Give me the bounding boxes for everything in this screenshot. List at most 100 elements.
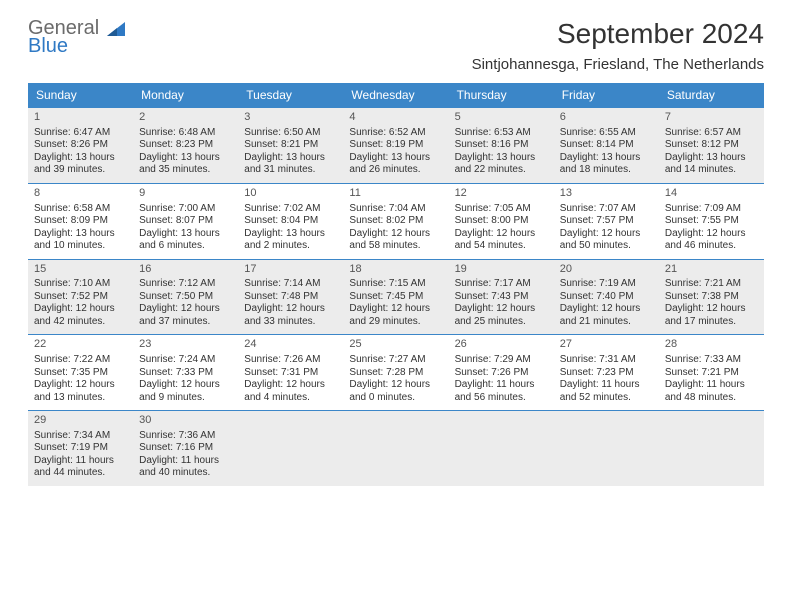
calendar-day-cell [554,411,659,486]
day-number: 22 [34,338,127,352]
sunrise-line: Sunrise: 7:27 AM [349,354,442,367]
sunrise-line: Sunrise: 7:00 AM [139,203,232,216]
sunrise-line: Sunrise: 7:31 AM [560,354,653,367]
calendar-day-cell: 15Sunrise: 7:10 AMSunset: 7:52 PMDayligh… [28,260,133,335]
calendar-week-row: 29Sunrise: 7:34 AMSunset: 7:19 PMDayligh… [28,410,764,486]
day-number: 18 [349,263,442,277]
calendar-week-row: 8Sunrise: 6:58 AMSunset: 8:09 PMDaylight… [28,183,764,259]
day-number: 16 [139,263,232,277]
daylight-line: Daylight: 11 hours and 52 minutes. [560,379,653,404]
day-number: 30 [139,414,232,428]
daylight-line: Daylight: 13 hours and 39 minutes. [34,152,127,177]
calendar-day-cell: 3Sunrise: 6:50 AMSunset: 8:21 PMDaylight… [238,108,343,183]
sunrise-line: Sunrise: 7:07 AM [560,203,653,216]
calendar-day-cell: 10 Sunrise: 7:02 AMSunset: 8:04 PMDayligh… [238,184,343,259]
calendar-day-cell: 12 Sunrise: 7:05 AMSunset: 8:00 PMDayligh… [449,184,554,259]
daylight-line: Daylight: 13 hours and 26 minutes. [349,152,442,177]
sunset-line: Sunset: 8:12 PM [665,139,758,152]
calendar-day-cell [343,411,448,486]
daylight-line: Daylight: 12 hours and 54 minutes. [455,228,548,253]
sunset-line: Sunset: 8:00 PM [455,215,548,228]
sunrise-line: Sunrise: 7:12 AM [139,278,232,291]
sunset-line: Sunset: 7:38 PM [665,291,758,304]
sunset-line: Sunset: 8:09 PM [34,215,127,228]
calendar-day-cell: 7Sunrise: 6:57 AMSunset: 8:12 PMDaylight… [659,108,764,183]
day-number: 8 [34,187,127,201]
day-number: 11 [349,187,442,201]
day-number: 7 [665,111,758,125]
day-of-week-header: Wednesday [343,83,448,107]
sunset-line: Sunset: 8:07 PM [139,215,232,228]
sunset-line: Sunset: 7:35 PM [34,367,127,380]
day-number: 20 [560,263,653,277]
day-number: 1 [34,111,127,125]
sunrise-line: Sunrise: 6:50 AM [244,127,337,140]
calendar-day-cell: 24Sunrise: 7:26 AMSunset: 7:31 PMDayligh… [238,335,343,410]
sunrise-line: Sunrise: 6:53 AM [455,127,548,140]
daylight-line: Daylight: 12 hours and 0 minutes. [349,379,442,404]
sunset-line: Sunset: 7:55 PM [665,215,758,228]
day-number: 10 [244,187,337,201]
sunrise-line: Sunrise: 7:24 AM [139,354,232,367]
sunset-line: Sunset: 7:50 PM [139,291,232,304]
daylight-line: Daylight: 13 hours and 2 minutes. [244,228,337,253]
daylight-line: Daylight: 12 hours and 37 minutes. [139,303,232,328]
title-block: September 2024 Sintjohannesga, Friesland… [472,18,764,73]
daylight-line: Daylight: 12 hours and 50 minutes. [560,228,653,253]
day-number: 12 [455,187,548,201]
day-number: 2 [139,111,232,125]
sunset-line: Sunset: 7:57 PM [560,215,653,228]
daylight-line: Daylight: 11 hours and 44 minutes. [34,455,127,480]
calendar-week-row: 1Sunrise: 6:47 AMSunset: 8:26 PMDaylight… [28,107,764,183]
calendar-day-cell [238,411,343,486]
calendar-day-cell: 22Sunrise: 7:22 AMSunset: 7:35 PMDayligh… [28,335,133,410]
sunset-line: Sunset: 7:40 PM [560,291,653,304]
daylight-line: Daylight: 12 hours and 9 minutes. [139,379,232,404]
calendar-day-cell: 2Sunrise: 6:48 AMSunset: 8:23 PMDaylight… [133,108,238,183]
calendar-day-cell: 11Sunrise: 7:04 AMSunset: 8:02 PMDayligh… [343,184,448,259]
sunrise-line: Sunrise: 7:05 AM [455,203,548,216]
sunrise-line: Sunrise: 7:21 AM [665,278,758,291]
sunrise-line: Sunrise: 7:10 AM [34,278,127,291]
day-number: 13 [560,187,653,201]
daylight-line: Daylight: 13 hours and 10 minutes. [34,228,127,253]
sunrise-line: Sunrise: 7:15 AM [349,278,442,291]
sunrise-line: Sunrise: 6:58 AM [34,203,127,216]
daylight-line: Daylight: 12 hours and 17 minutes. [665,303,758,328]
sunrise-line: Sunrise: 7:09 AM [665,203,758,216]
day-number: 15 [34,263,127,277]
sunset-line: Sunset: 7:43 PM [455,291,548,304]
sunset-line: Sunset: 8:26 PM [34,139,127,152]
daylight-line: Daylight: 13 hours and 18 minutes. [560,152,653,177]
daylight-line: Daylight: 11 hours and 48 minutes. [665,379,758,404]
sunrise-line: Sunrise: 6:55 AM [560,127,653,140]
day-number: 21 [665,263,758,277]
calendar-day-cell: 29Sunrise: 7:34 AMSunset: 7:19 PMDayligh… [28,411,133,486]
day-number: 25 [349,338,442,352]
day-number: 28 [665,338,758,352]
sunrise-line: Sunrise: 7:19 AM [560,278,653,291]
sunset-line: Sunset: 8:16 PM [455,139,548,152]
sunset-line: Sunset: 7:45 PM [349,291,442,304]
calendar-day-cell: 30Sunrise: 7:36 AMSunset: 7:16 PMDayligh… [133,411,238,486]
day-number: 5 [455,111,548,125]
daylight-line: Daylight: 12 hours and 42 minutes. [34,303,127,328]
calendar-day-cell: 18Sunrise: 7:15 AMSunset: 7:45 PMDayligh… [343,260,448,335]
calendar-day-cell: 6Sunrise: 6:55 AMSunset: 8:14 PMDaylight… [554,108,659,183]
calendar-week-row: 22Sunrise: 7:22 AMSunset: 7:35 PMDayligh… [28,334,764,410]
sunrise-line: Sunrise: 7:02 AM [244,203,337,216]
sunset-line: Sunset: 8:04 PM [244,215,337,228]
calendar-day-cell [659,411,764,486]
calendar-week-row: 15Sunrise: 7:10 AMSunset: 7:52 PMDayligh… [28,259,764,335]
sunset-line: Sunset: 8:23 PM [139,139,232,152]
daylight-line: Daylight: 11 hours and 56 minutes. [455,379,548,404]
location-subtitle: Sintjohannesga, Friesland, The Netherlan… [472,56,764,73]
sunrise-line: Sunrise: 7:33 AM [665,354,758,367]
daylight-line: Daylight: 12 hours and 13 minutes. [34,379,127,404]
logo: General Blue [28,18,125,57]
daylight-line: Daylight: 12 hours and 33 minutes. [244,303,337,328]
calendar-day-cell: 26Sunrise: 7:29 AMSunset: 7:26 PMDayligh… [449,335,554,410]
day-of-week-header: Sunday [28,83,133,107]
calendar-weeks: 1Sunrise: 6:47 AMSunset: 8:26 PMDaylight… [28,107,764,486]
daylight-line: Daylight: 12 hours and 25 minutes. [455,303,548,328]
